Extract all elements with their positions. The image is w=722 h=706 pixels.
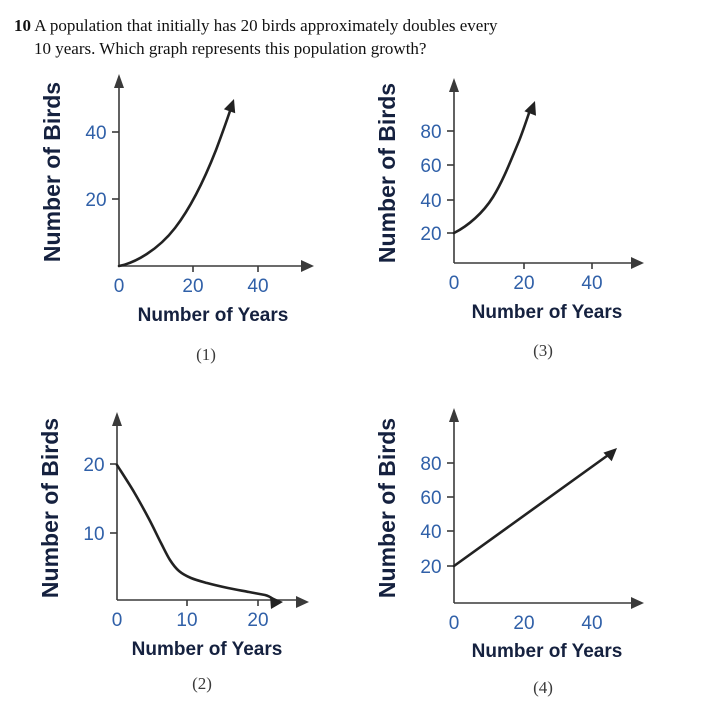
svg-text:(2): (2) <box>192 674 212 693</box>
svg-text:80: 80 <box>420 454 441 475</box>
svg-text:20: 20 <box>513 273 534 294</box>
svg-text:(4): (4) <box>533 678 553 697</box>
svg-text:40: 40 <box>420 522 441 543</box>
svg-text:20: 20 <box>83 455 104 476</box>
svg-text:20: 20 <box>85 190 106 211</box>
svg-text:80: 80 <box>420 122 441 143</box>
svg-text:10: 10 <box>176 610 197 631</box>
svg-text:Number of Years: Number of Years <box>472 641 623 662</box>
svg-text:20: 20 <box>182 276 203 297</box>
svg-text:0: 0 <box>449 613 460 634</box>
svg-text:Number of Years: Number of Years <box>138 305 289 326</box>
svg-text:(1): (1) <box>196 345 216 364</box>
svg-text:40: 40 <box>247 276 268 297</box>
svg-text:Number of Birds: Number of Birds <box>374 83 400 263</box>
svg-text:0: 0 <box>449 273 460 294</box>
svg-text:40: 40 <box>581 273 602 294</box>
svg-text:20: 20 <box>420 557 441 578</box>
svg-text:20: 20 <box>247 610 268 631</box>
svg-text:60: 60 <box>420 488 441 509</box>
svg-text:60: 60 <box>420 156 441 177</box>
svg-text:(3): (3) <box>533 341 553 360</box>
svg-text:40: 40 <box>581 613 602 634</box>
svg-text:10: 10 <box>83 524 104 545</box>
svg-text:0: 0 <box>112 610 123 631</box>
svg-text:Number of Birds: Number of Birds <box>37 418 63 598</box>
svg-text:Number of Years: Number of Years <box>132 639 283 660</box>
svg-text:40: 40 <box>420 191 441 212</box>
svg-text:20: 20 <box>420 224 441 245</box>
svg-text:Number of Birds: Number of Birds <box>39 82 65 262</box>
svg-text:0: 0 <box>114 276 125 297</box>
svg-text:20: 20 <box>513 613 534 634</box>
svg-text:40: 40 <box>85 123 106 144</box>
svg-text:Number of Years: Number of Years <box>472 302 623 323</box>
svg-text:Number of Birds: Number of Birds <box>374 418 400 598</box>
